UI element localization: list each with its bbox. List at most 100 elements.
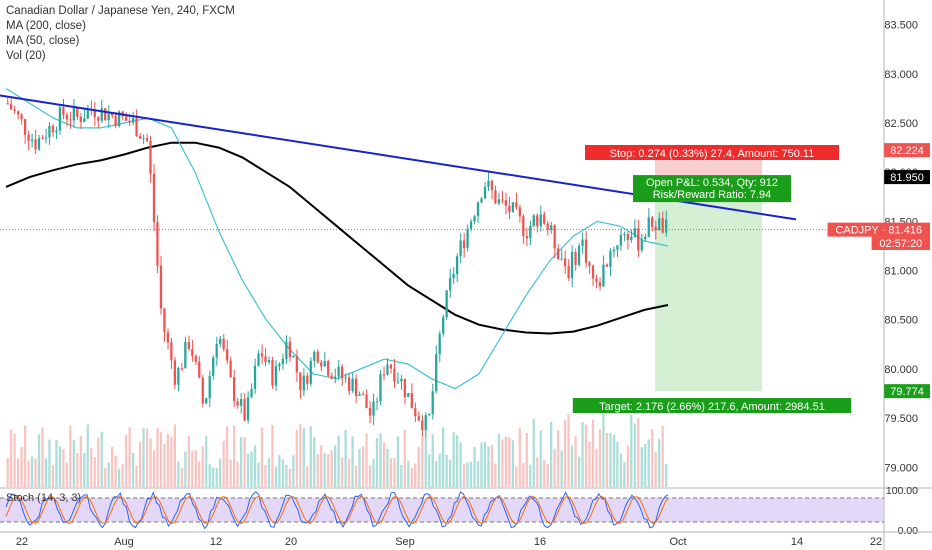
candle-body <box>351 378 354 391</box>
y-tick-label: 83.500 <box>884 20 918 32</box>
volume-bar <box>483 441 487 487</box>
volume-bar <box>640 446 643 487</box>
candle-body <box>368 407 372 416</box>
candle-body <box>532 215 535 226</box>
volume-legend[interactable]: Vol (20) <box>6 50 46 62</box>
candle-body <box>466 228 469 248</box>
price-tag <box>827 222 930 237</box>
candle-body <box>327 361 330 376</box>
candle-body <box>623 234 626 236</box>
candle-body <box>584 239 588 263</box>
candle-body <box>58 107 62 131</box>
volume-bar <box>515 466 518 487</box>
volume-bar <box>522 462 525 487</box>
candle-body <box>515 202 518 208</box>
volume-bar <box>232 425 236 487</box>
volume-bar <box>243 437 246 487</box>
candle-body <box>253 365 257 389</box>
volume-bar <box>414 463 417 487</box>
candle-body <box>476 202 480 217</box>
volume-bar <box>27 460 30 487</box>
candle-body <box>194 356 197 362</box>
candle-body <box>588 262 591 266</box>
volume-bar <box>149 438 152 487</box>
stop-label: Stop: 0.274 (0.33%) 27.4, Amount: 750.11 <box>610 148 815 160</box>
volume-bar <box>647 439 650 487</box>
candle-body <box>173 360 177 385</box>
candle-body <box>658 218 661 231</box>
volume-bar <box>379 433 382 487</box>
candle-body <box>651 217 654 227</box>
volume-bar <box>117 468 121 487</box>
price-tag-text: 79.774 <box>890 386 924 398</box>
volume-bar <box>424 439 427 487</box>
candle-body <box>246 397 250 421</box>
candle-body <box>111 113 114 116</box>
candle-body <box>550 225 553 230</box>
candle-body <box>344 377 347 379</box>
candle-body <box>239 399 243 406</box>
volume-bar <box>557 430 560 487</box>
candle-body <box>100 108 103 121</box>
volume-bar <box>389 458 393 487</box>
volume-bar <box>334 445 337 487</box>
candle-body <box>138 136 142 139</box>
volume-bar <box>581 422 584 487</box>
candle-body <box>55 130 58 133</box>
candle-body <box>295 356 298 373</box>
volume-bar <box>100 431 103 487</box>
volume-bar <box>365 433 368 487</box>
volume-bar <box>623 462 626 487</box>
candle-body <box>536 215 539 227</box>
candle-body <box>243 399 246 421</box>
volume-bar <box>51 464 55 487</box>
candle-body <box>16 111 20 115</box>
x-tick-label: 22 <box>16 536 28 548</box>
volume-bar <box>591 419 595 487</box>
volume-bar <box>567 414 570 487</box>
candle-body <box>529 225 532 239</box>
volume-bar <box>13 433 16 487</box>
pnl-label: Open P&L: 0.534, Qty: 912 <box>646 177 778 189</box>
volume-bar <box>278 455 281 487</box>
volume-bar <box>128 427 131 487</box>
x-tick-label: Oct <box>669 536 686 548</box>
x-tick-label: 20 <box>285 536 297 548</box>
candle-body <box>65 114 69 120</box>
volume-bar <box>239 437 243 487</box>
candle-body <box>417 416 420 421</box>
ma200-legend[interactable]: MA (200, close) <box>6 20 86 32</box>
x-tick-label: 22 <box>870 536 882 548</box>
candle-body <box>361 394 365 396</box>
candle-body <box>424 415 427 431</box>
candle-body <box>30 139 34 141</box>
candle-body <box>201 377 204 404</box>
volume-bar <box>543 460 546 487</box>
candle-body <box>135 118 138 137</box>
symbol-title: Canadian Dollar / Japanese Yen, 240, FXC… <box>6 5 235 17</box>
volume-bar <box>560 450 563 487</box>
stoch-legend[interactable]: Stoch (14, 3, 3) <box>6 492 82 504</box>
candle-body <box>145 138 149 142</box>
candle-body <box>23 119 27 135</box>
volume-bar <box>163 444 166 487</box>
candle-body <box>354 378 358 396</box>
price-tag-text: 82.224 <box>890 145 924 157</box>
volume-bar <box>6 458 9 487</box>
candle-body <box>309 360 312 384</box>
candle-body <box>180 368 183 370</box>
ma50-legend[interactable]: MA (50, close) <box>6 35 80 47</box>
volume-bar <box>226 426 229 487</box>
candle-body <box>302 375 305 391</box>
volume-bar <box>605 432 609 487</box>
volume-bar <box>320 445 323 487</box>
candle-body <box>665 219 668 233</box>
y-tick-label: 81.000 <box>884 266 918 278</box>
volume-bar <box>546 464 549 487</box>
volume-bar <box>152 450 156 487</box>
volume-bar <box>358 448 361 487</box>
candle-body <box>605 264 609 267</box>
volume-bar <box>131 452 135 487</box>
